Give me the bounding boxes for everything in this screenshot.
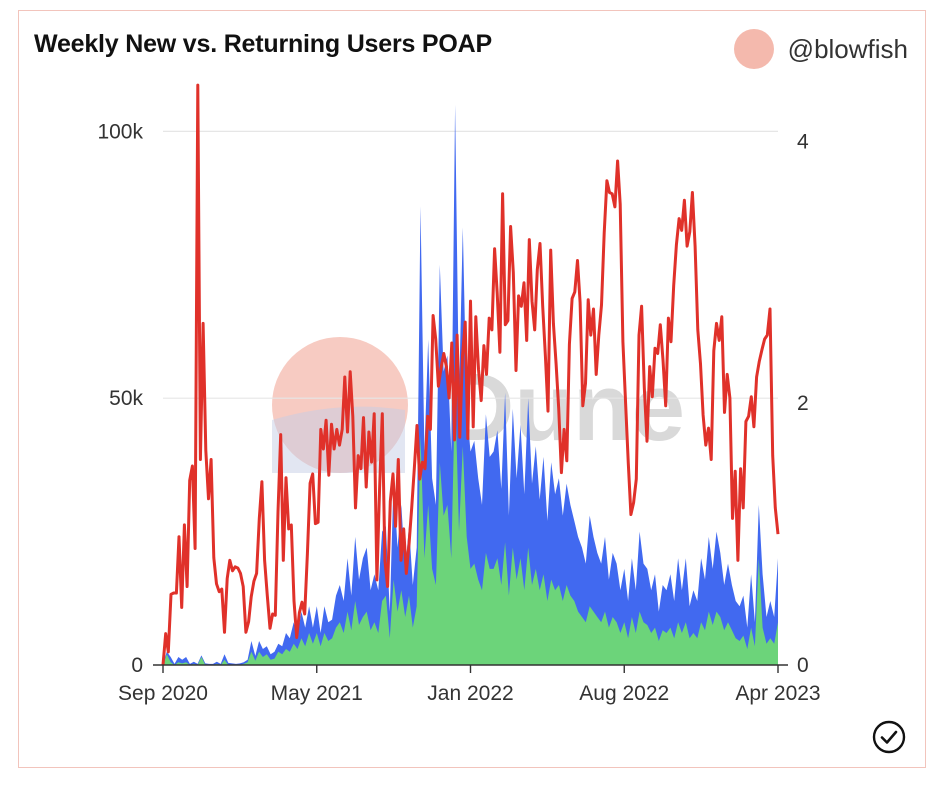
x-tick-label: May 2021 xyxy=(271,682,363,705)
y-left-tick-label: 100k xyxy=(97,120,143,143)
chart-title: Weekly New vs. Returning Users POAP xyxy=(34,30,492,58)
series-ratio-line xyxy=(161,83,780,666)
series-layer xyxy=(161,83,780,666)
x-tick-label: Sep 2020 xyxy=(118,682,208,705)
y-right-tick-label: 4 xyxy=(797,130,809,153)
author-avatar xyxy=(733,29,774,69)
author-badge[interactable]: @blowfish xyxy=(733,29,908,69)
y-right-tick-label: 2 xyxy=(797,392,809,415)
x-tick-label: Apr 2023 xyxy=(735,682,820,705)
series-returning-users-area xyxy=(163,387,778,665)
axes: 0 50k 100k 0 2 4 Sep 2020 May 2021 Jan 2022 Aug 2… xyxy=(97,120,820,705)
gridlines xyxy=(163,130,778,399)
verified-check-icon[interactable] xyxy=(872,720,906,754)
author-handle: @blowfish xyxy=(787,33,908,64)
y-left-tick-label: 0 xyxy=(131,654,143,677)
series-new-users-area xyxy=(163,104,778,665)
x-tick-label: Jan 2022 xyxy=(427,682,513,705)
x-tick-label: Aug 2022 xyxy=(579,682,669,705)
y-left-tick-label: 50k xyxy=(109,387,143,410)
y-right-tick-label: 0 xyxy=(797,654,809,677)
